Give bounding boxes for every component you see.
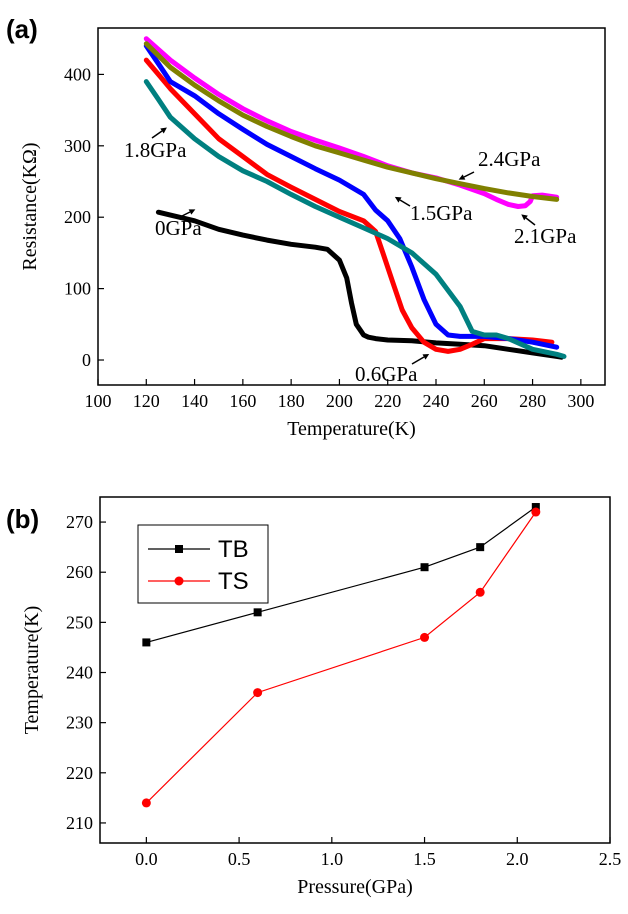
series-line-1-5gpa [143,43,560,350]
panel-a-x-axis-title: Temperature(K) [287,418,416,440]
annotation-1-5gpa: 1.5GPa [410,201,473,225]
y-tick-label: 230 [66,713,93,733]
data-point-ts [253,688,263,698]
data-point-ts [420,632,430,642]
data-point-tb [420,563,429,572]
y-tick-label: 220 [66,763,93,783]
x-tick-label: 200 [326,391,353,411]
annotation-arrow [151,130,163,139]
panel-a-y-axis-title: Resistance(KΩ) [19,142,41,270]
y-tick-label: 270 [66,512,93,532]
y-tick-label: 240 [66,663,93,683]
annotation-arrowhead [160,127,167,134]
x-tick-label: 0.5 [228,849,251,869]
annotation-arrowhead [422,353,430,360]
annotation-arrowhead [394,196,402,203]
series-line-1-8gpa [143,79,567,359]
panel-b-label: (b) [6,504,39,534]
x-tick-label: 2.5 [599,849,622,869]
annotation-0-6gpa: 0.6GPa [355,362,418,386]
annotation-arrow [399,199,411,207]
y-tick-label: 250 [66,612,93,632]
series-line-0-6gpa [143,57,555,354]
panel-b-axes: 0.0 0.5 1.0 1.5 2.0 2.5 210 220 230 240 250 260 270 [66,512,621,869]
panel-a-label: (a) [6,14,38,44]
legend-marker-tb [175,545,183,553]
x-tick-label: 260 [471,391,498,411]
annotation-arrow [177,211,191,219]
series-line-0gpa [155,209,564,360]
annotation-1-8gpa: 1.8GPa [124,138,187,162]
annotation-arrow [463,171,475,178]
data-point-ts [141,798,151,808]
annotation-2-1gpa: 2.1GPa [514,224,577,248]
data-point-ts [475,587,485,597]
x-tick-label: 180 [278,391,305,411]
panel-b-plot-frame [99,496,611,844]
panel-b-y-axis-title: Temperature(K) [21,606,43,735]
x-tick-label: 1.0 [321,849,344,869]
annotation-arrow [525,217,536,226]
legend-box [137,524,269,604]
annotation-2-4gpa: 2.4GPa [478,147,541,171]
y-tick-label: 200 [64,207,91,227]
data-point-ts [531,507,541,517]
series-line-2-4gpa [143,41,560,202]
x-tick-label: 140 [181,391,208,411]
panel-a-series [143,36,567,360]
y-tick-label: 0 [82,350,91,370]
legend-label-ts: TS [218,568,249,595]
y-tick-label: 100 [64,279,91,299]
panel-b: (b) 0.0 0.5 1.0 1.5 2.0 2.5 210 220 230 240 250 260… [6,496,621,898]
y-tick-label: 300 [64,136,91,156]
x-tick-label: 220 [374,391,401,411]
x-tick-label: 100 [85,391,112,411]
data-point-tb [531,503,540,512]
annotation-arrowhead [521,214,528,221]
annotation-arrowhead [188,209,196,215]
annotation-arrowhead [458,174,466,180]
y-tick-label: 210 [66,813,93,833]
x-tick-label: 0.0 [135,849,158,869]
legend-label-tb: TB [218,536,249,563]
panel-a-annotations: 0GPa 0.6GPa 1.5GPa 1.8GPa 2.1GPa 2.4GPa [124,127,577,386]
data-point-tb [476,543,485,552]
series-line-2-1gpa [143,36,560,209]
legend-marker-ts [174,576,184,586]
annotation-0gpa: 0GPa [155,216,202,240]
x-tick-label: 120 [133,391,160,411]
x-tick-label: 160 [229,391,256,411]
y-tick-label: 260 [66,562,93,582]
panel-b-x-axis-title: Pressure(GPa) [297,876,413,898]
x-tick-label: 240 [423,391,450,411]
panel-a-plot-frame [97,27,606,386]
x-tick-label: 2.0 [506,849,529,869]
annotation-arrow [411,356,425,365]
x-tick-label: 300 [567,391,594,411]
y-tick-label: 400 [64,64,91,84]
data-point-tb [142,638,151,647]
panel-a-axes: 100 120 140 160 180 200 220 240 260 280 300 0 100 200… [64,64,594,411]
x-tick-label: 280 [519,391,546,411]
panel-a: (a) 100 120 140 160 180 200 220 240 260 280 300010… [6,14,606,440]
x-tick-label: 1.5 [413,849,436,869]
panel-b-series [141,503,541,808]
data-point-tb [253,608,262,617]
panel-b-legend: TB TS [137,524,269,604]
